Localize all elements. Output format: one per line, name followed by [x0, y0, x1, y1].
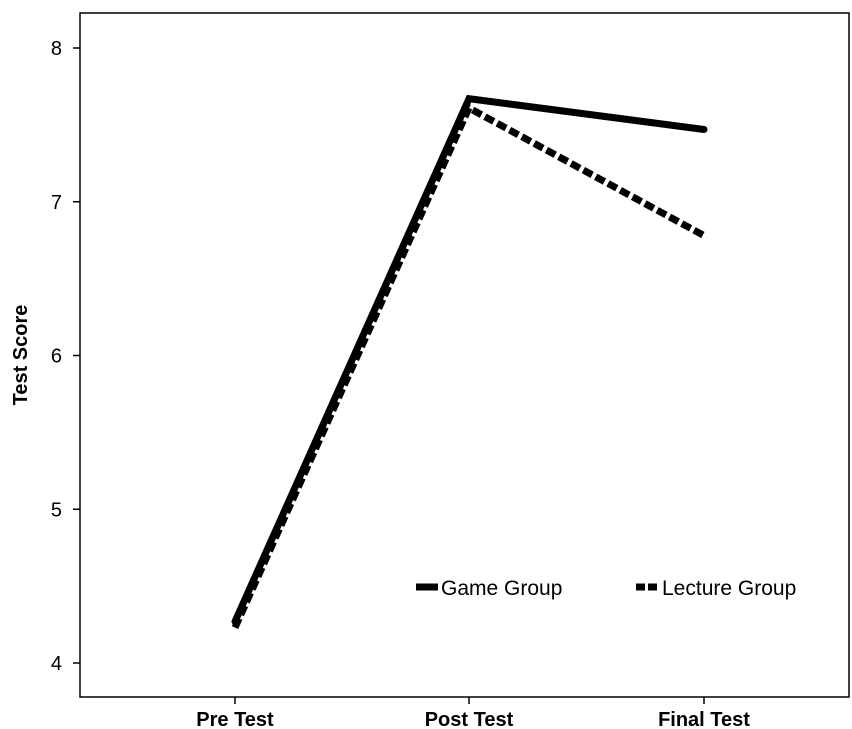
legend: Game Group Lecture Group: [416, 577, 796, 600]
legend-label-game-group: Game Group: [441, 577, 562, 600]
x-tick-label: Post Test: [425, 709, 514, 729]
legend-label-lecture-group: Lecture Group: [662, 577, 796, 600]
y-tick-label: 7: [51, 192, 62, 214]
series-layer: [231, 94, 708, 630]
x-tick-label: Final Test: [658, 709, 750, 729]
x-tick-label: Pre Test: [196, 709, 274, 729]
y-tick-label: 6: [51, 346, 62, 368]
y-tick-label: 4: [51, 653, 62, 675]
y-tick-label: 5: [51, 499, 62, 521]
y-axis: 4 5 6 7 8: [51, 38, 80, 675]
series-line-game-group: [231, 94, 708, 625]
y-axis-title: Test Score: [10, 305, 32, 406]
y-tick-label: 8: [51, 38, 62, 60]
series-line-lecture-group: [231, 103, 706, 630]
x-axis: Pre Test Post Test Final Test: [196, 697, 750, 729]
